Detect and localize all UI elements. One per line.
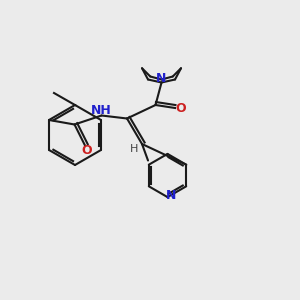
Text: O: O bbox=[81, 143, 92, 157]
Text: H: H bbox=[129, 143, 138, 154]
Text: O: O bbox=[176, 101, 186, 115]
Text: NH: NH bbox=[91, 103, 112, 117]
Text: N: N bbox=[156, 71, 167, 85]
Text: N: N bbox=[166, 189, 176, 202]
